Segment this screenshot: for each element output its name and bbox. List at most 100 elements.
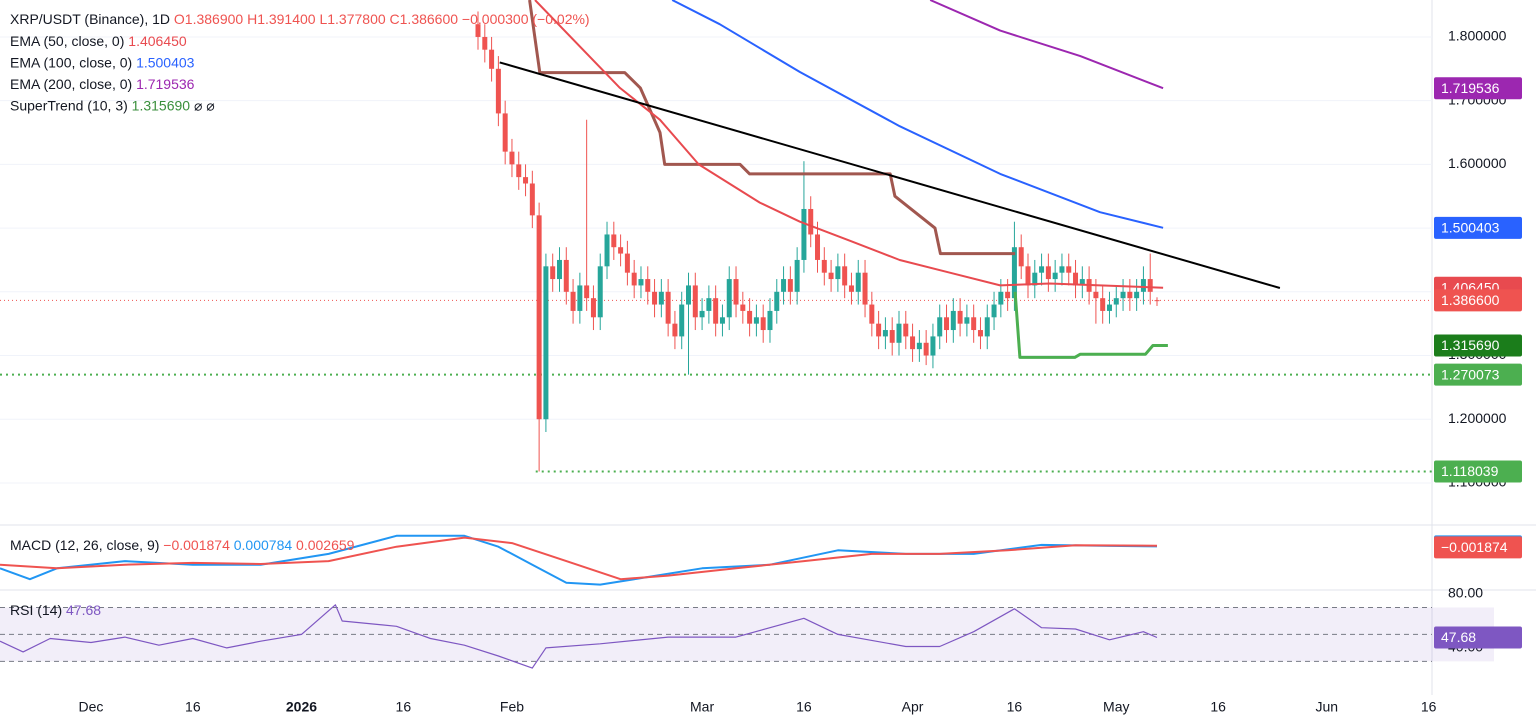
x-tick-label: Dec: [79, 699, 104, 715]
ema-badge-bg: [1434, 216, 1522, 239]
ema-badge: 1.500403: [1441, 220, 1500, 236]
legend-value: 1.719536: [136, 76, 195, 92]
candle-body: [706, 298, 712, 311]
candle-body: [1005, 291, 1011, 299]
candle-body: [543, 266, 549, 420]
candle-body: [1066, 266, 1072, 273]
legend-value: 1.406450: [128, 33, 187, 49]
candle-body: [882, 330, 888, 337]
candle-body: [991, 304, 997, 318]
candle-body: [495, 68, 501, 114]
candle-body: [652, 291, 658, 305]
indicator-value: −0.001874: [163, 537, 230, 553]
candle-body: [1018, 247, 1024, 267]
candle-body: [686, 285, 692, 305]
candle-body: [957, 310, 963, 324]
y-tick-label: 1.800000: [1448, 28, 1507, 44]
y-tick-label: 1.600000: [1448, 155, 1507, 171]
candle-body: [631, 272, 637, 286]
candle-body: [556, 259, 562, 280]
indicator-legend: RSI (14) 47.68: [10, 602, 101, 618]
candle-body: [781, 279, 787, 292]
candle-body: [529, 183, 535, 216]
candle-body: [475, 24, 481, 37]
supertrend-badge: 1.315690: [1441, 337, 1500, 353]
supertrend-badge-bg: [1434, 334, 1522, 357]
ohlc-values: O1.386900 H1.391400 L1.377800 C1.386600 …: [174, 11, 590, 27]
ema-badge: 1.719536: [1441, 80, 1500, 96]
candle-body: [658, 291, 664, 305]
candle-body: [1140, 279, 1146, 292]
candle-body: [1011, 247, 1017, 299]
candle-body: [923, 342, 929, 356]
supertrend-line: [528, 0, 1016, 256]
y-tick-label: 1.200000: [1448, 410, 1507, 426]
candle-body: [1045, 266, 1051, 280]
candle-body: [550, 266, 556, 280]
candle-body: [1079, 279, 1085, 286]
legend-entry: SuperTrend (10, 3) 1.315690 ⌀ ⌀: [10, 97, 215, 113]
candle-body: [916, 342, 922, 350]
x-tick-label: Jun: [1315, 699, 1338, 715]
candle-body: [848, 285, 854, 292]
candle-body: [1032, 272, 1038, 286]
candle-body: [835, 266, 841, 280]
candle-body: [1147, 279, 1153, 292]
candle-body: [570, 291, 576, 311]
candle-body: [604, 234, 610, 267]
x-tick-label: Mar: [690, 699, 714, 715]
candle-body: [944, 317, 950, 331]
candle-body: [1134, 291, 1140, 299]
ema-line: [929, 0, 1164, 90]
indicator-value: 0.002659: [296, 537, 355, 553]
candle-body: [821, 259, 827, 273]
candle-body: [590, 298, 596, 318]
candle-body: [984, 317, 990, 337]
candle-body: [889, 330, 895, 343]
indicator-badge-bg: [1434, 536, 1522, 559]
candle-body: [699, 310, 705, 318]
legend-entry: EMA (50, close, 0) 1.406450: [10, 33, 187, 49]
candle-body: [1025, 266, 1031, 286]
candle-body: [855, 272, 861, 292]
candle-body: [801, 208, 807, 260]
level-badge: 1.270073: [1441, 366, 1500, 382]
ema-line: [534, 0, 1164, 289]
candle-body: [618, 247, 624, 254]
candle-body: [516, 164, 522, 178]
y-tick-label: 80.00: [1448, 585, 1483, 601]
price-badge-bg: [1434, 289, 1522, 312]
legend-value: 1.500403: [136, 54, 195, 70]
candle-body: [1106, 304, 1112, 311]
candle-body: [740, 304, 746, 311]
candle-body: [536, 215, 542, 420]
candle-body: [577, 285, 583, 311]
x-tick-label: Apr: [902, 699, 924, 715]
legend-value: 1.315690: [132, 97, 191, 113]
chart-title: XRP/USDT (Binance), 1D: [10, 11, 170, 27]
indicator-title: RSI (14): [10, 602, 62, 618]
x-tick-label: May: [1103, 699, 1129, 715]
indicator-title: MACD (12, 26, close, 9): [10, 537, 159, 553]
candle-body: [876, 323, 882, 337]
candle-body: [597, 266, 603, 318]
price-badge: 1.386600: [1441, 292, 1500, 308]
candle-body: [937, 317, 943, 337]
candle-body: [672, 323, 678, 337]
candle-body: [509, 151, 515, 165]
candle-body: [964, 317, 970, 324]
indicator-pane: [0, 604, 1432, 669]
candle-body: [624, 253, 630, 273]
x-tick-label: 16: [1210, 699, 1226, 715]
candle-body: [747, 310, 753, 324]
candle-body: [842, 266, 848, 286]
candle-body: [767, 310, 773, 331]
x-tick-label: 16: [185, 699, 201, 715]
candle-body: [896, 323, 902, 343]
candle-body: [1073, 272, 1079, 286]
candle-body: [482, 36, 488, 50]
ema-line: [671, 0, 1164, 229]
candle-body: [726, 279, 732, 318]
